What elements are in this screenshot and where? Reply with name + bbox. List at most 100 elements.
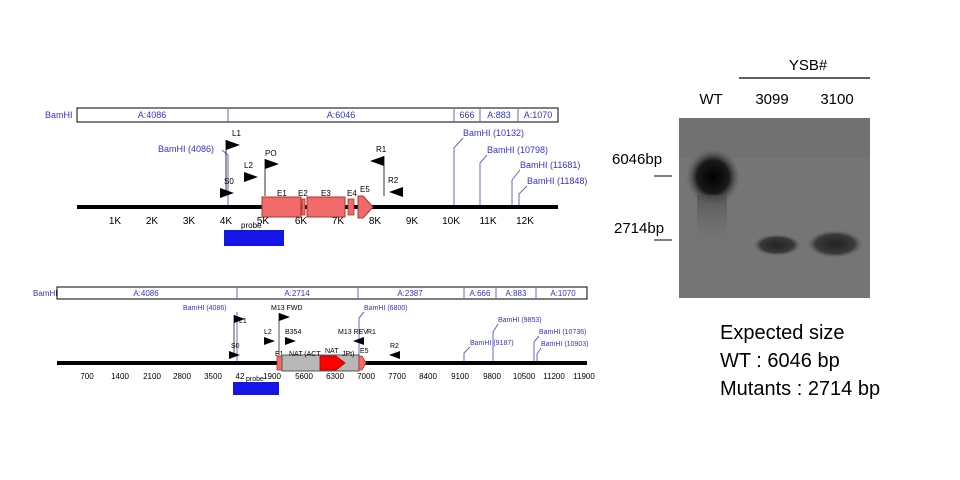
map1-tick: 8K: [369, 216, 382, 227]
map1-exon-label: E3: [321, 189, 331, 198]
map2-segment: A:1070: [550, 289, 576, 298]
map1-exon: [306, 196, 346, 218]
map2-primer-arrow: [279, 313, 290, 321]
gel-band-wt: [686, 149, 740, 205]
map1-tick: 11K: [479, 216, 496, 227]
map2-mutant: BamHI A:4086 A:2714 A:2387 A:666 A:883 A…: [33, 286, 595, 395]
map2-probe-label: probe: [246, 376, 264, 383]
map1-site: BamHI (11681): [520, 160, 580, 170]
map2-tick: 8400: [419, 372, 437, 381]
map2-tick: 9100: [451, 372, 469, 381]
map2-primer: L1: [239, 318, 247, 325]
map2-tick: 2100: [143, 372, 161, 381]
map2-axis: 700 1400 2100 2800 3500 42 1900 5600 630…: [80, 372, 595, 381]
map2-site: BamHI (9187): [470, 340, 514, 347]
map2-tick: 7000: [357, 372, 375, 381]
map2-nat-top: NAT: [325, 348, 339, 355]
map1-exon: [301, 198, 306, 216]
map2-site-line: [358, 311, 365, 362]
map1-exon-label: E1: [277, 189, 287, 198]
map1-site-line: [511, 169, 521, 205]
map2-tick: 42: [236, 372, 245, 381]
expected-wt: WT : 6046 bp: [720, 350, 840, 372]
map1-segment: A:1070: [524, 110, 553, 120]
map1-tick: 3K: [183, 216, 196, 227]
map2-primer-arrow: [285, 337, 296, 345]
map1-primer-po: PO: [265, 149, 277, 158]
map1-axis: 1K 2K 3K 4K 5K 6K 7K 8K 9K 10K 11K 12K: [109, 216, 534, 227]
map1-primer-arrow: [226, 140, 240, 150]
map1-site-line: [518, 185, 528, 205]
map2-tick: 1900: [263, 372, 281, 381]
map1-segment: 666: [459, 110, 474, 120]
map1-bamhi-label: BamHI: [45, 110, 73, 120]
map2-primer: L2: [264, 329, 272, 336]
map2-primer-arrow: [389, 351, 400, 359]
map2-nat-label2: JPt): [342, 351, 354, 358]
map2-exon-arrow: [358, 355, 367, 371]
map2-nat-label: NAT (ACT: [289, 351, 321, 358]
map1-tick: 10K: [442, 216, 460, 227]
map2-primer: R1: [367, 329, 376, 336]
map1-primer-l2: L2: [244, 161, 253, 170]
map1-primer-arrow: [370, 156, 384, 166]
map2-exon: [276, 355, 283, 371]
gel-lane-label-3100: 3100: [820, 91, 853, 108]
map2-primer: M13 FWD: [271, 305, 303, 312]
map1-tick: 5K: [257, 216, 270, 227]
map1-tick: 6K: [295, 216, 308, 227]
map1-site: BamHI (4086): [158, 144, 214, 154]
map1-tick: 12K: [516, 216, 534, 227]
map2-primer-arrow: [229, 351, 240, 359]
map2-tick: 11200: [543, 372, 565, 381]
map2-site-line: [463, 346, 471, 362]
map1-exon: [261, 196, 302, 218]
map1-segment: A:883: [487, 110, 511, 120]
map2-primer: R2: [390, 343, 399, 350]
map2-segment: A:4086: [133, 289, 159, 298]
expected-title: Expected size: [720, 322, 845, 344]
map2-site: BamHI (9853): [498, 317, 542, 324]
map2-tick: 11900: [573, 372, 595, 381]
map1-primer-arrow: [220, 188, 234, 198]
map1-primer-r2: R2: [388, 176, 399, 185]
gel-lane-label-3099: 3099: [755, 91, 788, 108]
gel-marker-2714: 2714bp: [614, 220, 664, 237]
map1-site-line: [479, 154, 488, 205]
map1-fragment-bar: [76, 107, 559, 123]
map1-probe-label: probe: [241, 221, 262, 230]
gel-smear-wt: [697, 195, 727, 245]
map2-tick: 10500: [513, 372, 536, 381]
expected-mutants: Mutants : 2714 bp: [720, 378, 880, 400]
map2-tick: 5600: [295, 372, 313, 381]
map1-tick: 7K: [332, 216, 345, 227]
expected-size: Expected size WT : 6046 bp Mutants : 271…: [720, 322, 880, 400]
map1-probe: [224, 230, 284, 246]
map2-site: BamHI (10736): [539, 329, 586, 336]
southern-blot: YSB# WT 3099 3100 6046bp 2714bp: [612, 57, 870, 298]
map1-tick: 4K: [220, 216, 233, 227]
map2-tick: 6300: [326, 372, 344, 381]
map2-tick: 3500: [204, 372, 222, 381]
map1-primer-s0: S0: [224, 177, 234, 186]
map2-site-line: [536, 347, 542, 362]
map1-site: BamHI (10798): [487, 145, 548, 155]
map2-site: BamHI (4086): [183, 305, 227, 312]
map2-primer-arrow: [264, 337, 275, 345]
map1-tick: 9K: [406, 216, 419, 227]
map2-probe: [233, 382, 279, 395]
map2-primer: S0: [231, 343, 240, 350]
map1-wildtype: BamHI A:4086 A:6046 666 A:883 A:1070 Bam…: [45, 107, 587, 246]
map1-segment: A:6046: [327, 110, 356, 120]
map1-exon-label: E5: [360, 185, 370, 194]
map2-site-line: [492, 323, 499, 362]
map2-exon-label: E5: [360, 348, 369, 355]
map1-exon-label: E2: [298, 189, 308, 198]
map2-bamhi-label: BamHI: [33, 289, 57, 298]
gel-group-label: YSB#: [789, 57, 828, 74]
map1-tick: 1K: [109, 216, 122, 227]
map1-primer-r1: R1: [376, 145, 387, 154]
map2-primer: B354: [285, 329, 301, 336]
map1-site: BamHI (11848): [527, 176, 587, 186]
